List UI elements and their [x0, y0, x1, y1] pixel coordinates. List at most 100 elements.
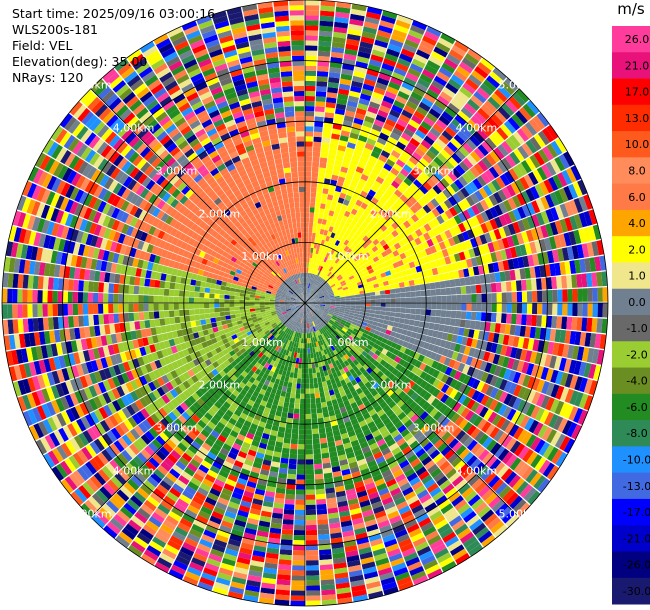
range-gate-cell: [398, 538, 412, 548]
range-gate-cell: [317, 276, 322, 282]
range-gate-cell: [298, 327, 302, 333]
range-gate-cell: [517, 337, 525, 349]
range-gate-cell: [308, 358, 312, 364]
range-gate-cell: [330, 532, 343, 539]
range-gate-cell: [421, 69, 436, 80]
range-gate-cell: [303, 313, 305, 319]
range-gate-cell: [447, 171, 458, 182]
range-gate-cell: [340, 464, 350, 471]
range-gate-cell: [340, 329, 346, 335]
range-gate-cell: [300, 383, 305, 389]
range-gate-cell: [569, 215, 578, 230]
range-gate-cell: [359, 293, 366, 297]
range-gate-cell: [373, 119, 385, 128]
range-gate-cell: [316, 281, 320, 287]
range-gate-cell: [414, 541, 429, 552]
range-gate-cell: [321, 344, 326, 351]
range-gate-cell: [366, 581, 381, 590]
range-gate-cell: [328, 226, 334, 233]
range-gate-cell: [434, 438, 445, 449]
range-gate-cell: [569, 390, 579, 405]
range-gate-cell: [360, 296, 366, 300]
range-gate-cell: [314, 306, 320, 310]
range-gate-cell: [322, 354, 327, 361]
range-gate-cell: [332, 403, 340, 411]
range-gate-cell: [414, 147, 426, 158]
range-gate-cell: [305, 393, 310, 399]
range-gate-cell: [493, 429, 505, 442]
range-gate-cell: [476, 303, 482, 312]
range-gate-cell: [349, 237, 356, 244]
range-gate-cell: [341, 525, 354, 533]
range-gate-cell: [319, 549, 332, 556]
range-gate-cell: [401, 150, 412, 160]
range-gate-cell: [468, 474, 480, 487]
range-gate-cell: [427, 367, 436, 376]
range-gate-cell: [381, 261, 388, 268]
range-gate-cell: [380, 576, 396, 586]
range-gate-cell: [559, 218, 569, 233]
range-gate-cell: [353, 117, 364, 126]
range-gate-cell: [511, 303, 518, 314]
range-gate-cell: [452, 360, 461, 371]
range-gate-cell: [397, 339, 404, 346]
range-gate-cell: [325, 276, 330, 282]
range-gate-cell: [310, 242, 315, 249]
range-gate-cell: [315, 202, 321, 209]
range-gate-cell: [423, 93, 437, 104]
range-gate-cell: [312, 248, 317, 254]
range-gate-cell: [462, 451, 474, 463]
range-gate-cell: [431, 360, 439, 369]
range-gate-cell: [507, 117, 521, 131]
range-gate-cell: [535, 365, 544, 379]
range-gate-cell: [385, 409, 394, 417]
range-gate-cell: [365, 238, 373, 246]
range-gate-cell: [481, 303, 487, 312]
range-gate-cell: [308, 368, 313, 374]
range-gate-cell: [305, 429, 312, 435]
range-gate-cell: [419, 389, 428, 398]
range-gate-cell: [373, 317, 380, 323]
range-gate-cell: [410, 291, 416, 297]
range-gate-cell: [292, 357, 297, 363]
range-gate-cell: [323, 294, 329, 297]
range-gate-cell: [526, 216, 536, 229]
range-gate-cell: [355, 532, 368, 540]
range-gate-cell: [346, 282, 353, 287]
range-gate-cell: [313, 357, 318, 363]
range-gate-cell: [260, 510, 272, 518]
range-gate-cell: [251, 503, 262, 511]
range-gate-cell: [344, 447, 354, 454]
range-gate-cell: [601, 271, 608, 287]
range-gate-cell: [480, 211, 490, 223]
range-gate-cell: [406, 330, 413, 337]
range-gate-cell: [305, 298, 307, 303]
range-gate-cell: [488, 134, 501, 147]
range-gate-cell: [335, 347, 341, 354]
range-gate-cell: [377, 322, 383, 328]
range-gate-cell: [355, 243, 362, 250]
range-gate-cell: [334, 113, 345, 121]
range-gate-cell: [311, 418, 318, 424]
range-gate-cell: [444, 535, 459, 548]
range-gate-cell: [440, 288, 447, 296]
range-gate-cell: [351, 253, 358, 259]
range-gate-cell: [551, 276, 558, 289]
range-gate-cell: [403, 177, 413, 187]
range-gate-cell: [348, 397, 356, 405]
range-gate-cell: [306, 570, 320, 576]
range-gate-cell: [505, 281, 512, 292]
range-gate-cell: [315, 351, 320, 358]
range-gate-cell: [334, 240, 341, 246]
range-gate-cell: [320, 396, 326, 403]
range-gate-cell: [497, 144, 509, 157]
range-gate-cell: [541, 277, 547, 290]
range-gate-cell: [577, 409, 588, 426]
range-gate-cell: [417, 78, 431, 89]
range-gate-cell: [401, 244, 409, 253]
range-gate-cell: [370, 538, 383, 547]
range-gate-cell: [535, 226, 544, 240]
range-gate-cell: [462, 535, 478, 548]
range-gate-cell: [318, 167, 326, 174]
range-gate-cell: [329, 339, 335, 346]
